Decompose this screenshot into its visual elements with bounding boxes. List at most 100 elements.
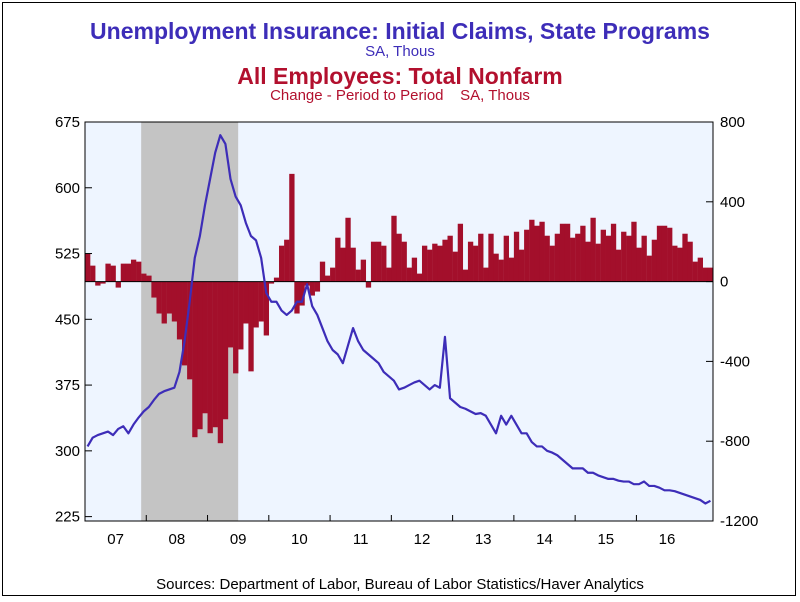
- bar-2010-01: [268, 281, 275, 284]
- x-tick-label-09: 09: [230, 531, 247, 548]
- line-series-title: Unemployment Insurance: Initial Claims, …: [90, 18, 710, 44]
- left-tick-label-525: 525: [55, 246, 80, 263]
- bar-2016-09: [677, 247, 683, 282]
- bar-2009-08: [243, 281, 249, 324]
- bar-2008-07: [176, 281, 183, 340]
- bar-2015-12: [631, 221, 637, 282]
- bar-2012-03: [401, 241, 407, 282]
- bar-2012-04: [406, 267, 412, 282]
- bar-2016-08: [672, 245, 678, 282]
- bar-2010-02: [273, 277, 280, 282]
- bar-2015-05: [595, 243, 601, 282]
- bar-2013-08: [488, 233, 494, 282]
- bar-2011-06: [355, 269, 361, 282]
- left-tick-label-225: 225: [55, 509, 80, 526]
- x-tick-label-12: 12: [414, 531, 431, 548]
- bar-2008-01: [146, 275, 152, 282]
- claims-line: [86, 134, 711, 505]
- bar-2011-09: [370, 241, 377, 282]
- source-note: Sources: Department of Labor, Bureau of …: [156, 576, 644, 593]
- bar-2016-06: [661, 225, 668, 282]
- bar-2012-02: [396, 233, 402, 282]
- bar-2008-09: [187, 281, 193, 380]
- bar-2016-05: [656, 225, 663, 282]
- bar-2015-06: [600, 229, 606, 282]
- x-tick-label-08: 08: [169, 531, 186, 548]
- bar-2015-09: [615, 249, 622, 282]
- bar-2015-03: [585, 241, 591, 282]
- bar-2014-12: [570, 237, 576, 282]
- left-tick-label-675: 675: [55, 114, 80, 131]
- bar-2011-04: [345, 217, 351, 282]
- bar-2013-04: [467, 241, 474, 282]
- bar-2010-10: [314, 281, 321, 292]
- plot-border: [84, 121, 714, 522]
- bar-2008-04: [161, 281, 167, 324]
- left-tick-label-450: 450: [55, 311, 80, 328]
- bar-2013-12: [508, 257, 515, 282]
- bar-2010-03: [279, 245, 285, 282]
- bar-2007-06: [110, 265, 116, 282]
- x-tick-label-07: 07: [107, 531, 124, 548]
- bar-2015-02: [580, 225, 586, 282]
- bar-2015-07: [605, 235, 612, 282]
- bar-2013-09: [493, 253, 499, 282]
- bar-2007-10: [130, 259, 137, 282]
- bar-2016-03: [646, 255, 652, 282]
- bar-2011-08: [365, 281, 372, 288]
- bar-2011-10: [376, 241, 382, 282]
- right-tick-label--800: -800: [720, 433, 750, 450]
- bar-2017-03: [707, 267, 714, 282]
- left-tick-label-375: 375: [55, 377, 80, 394]
- bar-2008-12: [202, 281, 208, 414]
- bar-2012-08: [427, 249, 433, 282]
- bar-2007-02: [90, 265, 96, 282]
- bar-2017-02: [702, 267, 709, 282]
- bar-2008-11: [197, 281, 203, 430]
- bar-2016-12: [692, 261, 698, 282]
- bar-2012-11: [442, 239, 448, 282]
- x-tick-label-10: 10: [291, 531, 308, 548]
- bar-2007-12: [141, 273, 147, 282]
- bar-2016-07: [667, 227, 673, 282]
- bar-2013-11: [503, 235, 509, 282]
- bar-2014-11: [564, 223, 571, 282]
- line-series-subtitle: SA, Thous: [365, 43, 435, 60]
- bar-2015-04: [590, 217, 596, 282]
- bar-2012-09: [432, 243, 438, 282]
- bar-2009-01: [207, 281, 213, 434]
- bar-2011-01: [330, 267, 336, 282]
- bar-2008-08: [182, 281, 188, 366]
- right-tick-label-400: 400: [720, 194, 745, 211]
- bar-2009-11: [258, 281, 264, 322]
- bar-2011-11: [381, 245, 387, 282]
- bar-2014-01: [513, 231, 520, 282]
- bar-2012-06: [416, 273, 423, 282]
- bar-2011-07: [360, 259, 367, 282]
- bar-2009-09: [248, 281, 254, 372]
- bar-2008-10: [192, 281, 198, 438]
- bar-2008-02: [151, 281, 157, 298]
- bar-2009-03: [217, 281, 224, 444]
- x-tick-label-14: 14: [536, 531, 553, 548]
- bar-2013-05: [473, 245, 479, 282]
- bar-2009-02: [212, 281, 218, 428]
- bar-2012-01: [391, 215, 397, 282]
- right-tick-label--1200: -1200: [720, 513, 758, 530]
- bar-2012-10: [437, 245, 443, 282]
- bar-2016-01: [636, 247, 642, 282]
- bar-2011-05: [350, 247, 356, 282]
- bar-2007-03: [95, 281, 101, 286]
- bar-2016-02: [641, 235, 647, 282]
- right-tick-label--400: -400: [720, 353, 750, 370]
- bar-2010-04: [284, 239, 290, 282]
- x-tick-label-13: 13: [475, 531, 492, 548]
- bar-2015-10: [621, 231, 627, 282]
- left-tick-label-300: 300: [55, 443, 80, 460]
- x-tick-label-16: 16: [659, 531, 676, 548]
- bar-2016-11: [687, 241, 693, 282]
- bar-2009-12: [263, 281, 270, 336]
- x-tick-label-15: 15: [597, 531, 614, 548]
- bar-2011-03: [340, 247, 346, 282]
